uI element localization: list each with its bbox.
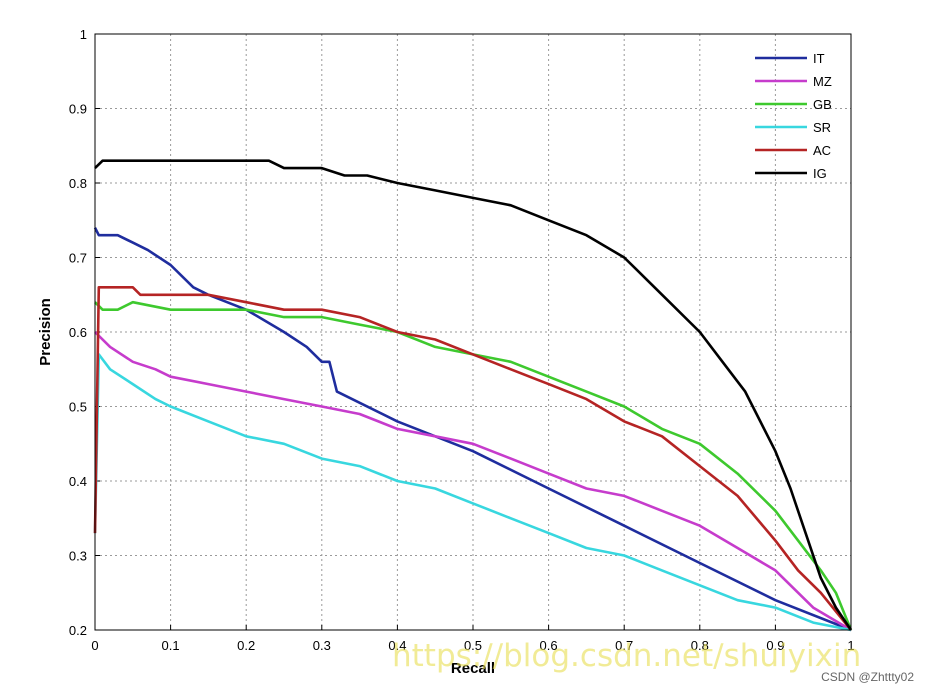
- x-tick-label: 0: [91, 638, 98, 653]
- y-tick-label: 0.8: [69, 176, 87, 191]
- x-tick-label: 0.8: [691, 638, 709, 653]
- y-axis-label: Precision: [37, 298, 54, 366]
- x-tick-label: 0.9: [766, 638, 784, 653]
- y-tick-label: 0.2: [69, 623, 87, 638]
- series-line-it: [93, 227, 852, 632]
- x-tick-label: 0.2: [237, 638, 255, 653]
- series-line-ig: [94, 159, 853, 631]
- x-tick-label: 0.3: [313, 638, 331, 653]
- x-tick-label: 0.5: [464, 638, 482, 653]
- legend-label-ac: AC: [813, 143, 831, 158]
- legend: IT MZ GB SR AC IG: [755, 51, 832, 181]
- x-tick-label: 0.7: [615, 638, 633, 653]
- y-tick-label: 0.7: [69, 251, 87, 266]
- y-tick-label: 0.3: [69, 549, 87, 564]
- legend-label-sr: SR: [813, 120, 831, 135]
- y-tick-label: 0.9: [69, 102, 87, 117]
- credit-label: CSDN @Zhttty02: [821, 670, 914, 684]
- series-line-sr: [93, 353, 852, 632]
- axis-ticks: 0 0.1 0.2 0.3 0.4 0.5 0.6 0.7 0.8 0.9 1 0.2 0.3 0.4 0.…: [69, 27, 855, 653]
- legend-label-it: IT: [813, 51, 825, 66]
- x-tick-label: 0.4: [388, 638, 406, 653]
- series-line-mz: [94, 331, 852, 632]
- x-tick-label: 0.1: [162, 638, 180, 653]
- x-tick-label: 0.6: [540, 638, 558, 653]
- y-tick-label: 0.4: [69, 474, 87, 489]
- series-line-ac: [93, 285, 853, 631]
- watermark: https://blog.csdn.net/shuiyixin: [392, 638, 862, 674]
- legend-label-gb: GB: [813, 97, 832, 112]
- plot-frame: [94, 33, 852, 631]
- grid-lines: [95, 34, 851, 630]
- legend-label-mz: MZ: [813, 74, 832, 89]
- series-lines: [93, 159, 853, 632]
- y-tick-label: 0.5: [69, 400, 87, 415]
- legend-label-ig: IG: [813, 166, 827, 181]
- x-tick-label: 1: [847, 638, 854, 653]
- y-tick-label: 1: [80, 27, 87, 42]
- y-tick-label: 0.6: [69, 325, 87, 340]
- x-axis-label: Recall: [451, 660, 495, 677]
